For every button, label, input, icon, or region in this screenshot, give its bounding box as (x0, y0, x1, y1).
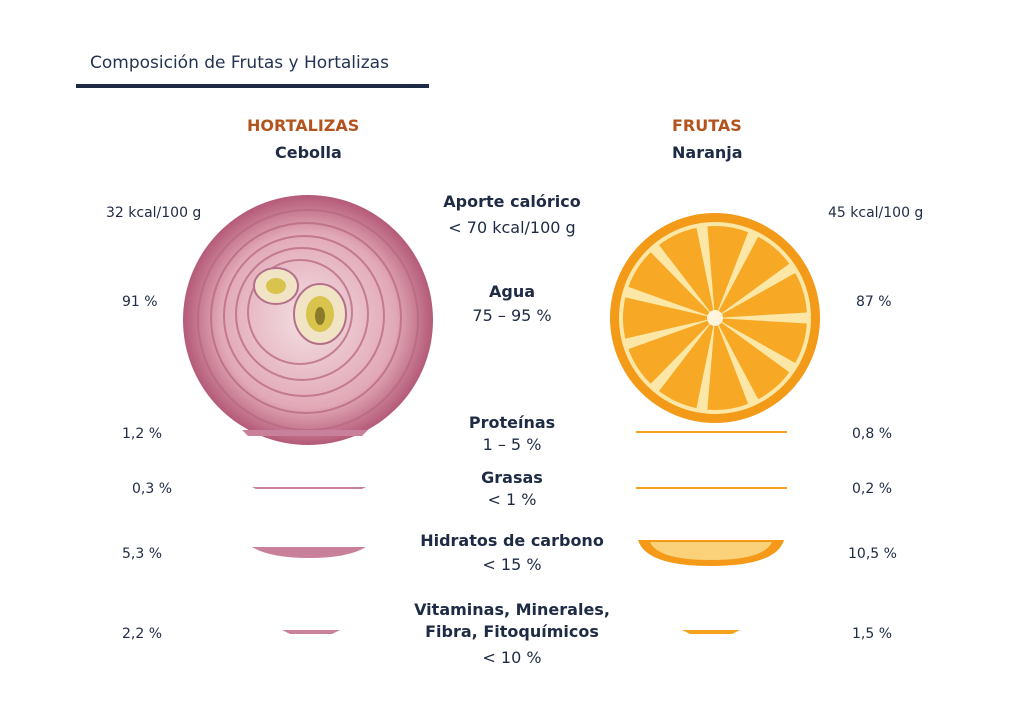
orange-carbs: 10,5 % (848, 546, 897, 562)
orange-segment (715, 236, 790, 318)
range-fat: < 1 % (487, 490, 537, 509)
orange-vitamins: 1,5 % (852, 626, 893, 642)
orange-segment (707, 318, 749, 410)
orange-sliver-carbs (638, 540, 784, 566)
label-vitamins-line1: Vitaminas, Minerales, (414, 600, 610, 619)
label-carbs: Hidratos de carbono (420, 531, 604, 550)
orange-segment (628, 318, 715, 384)
orange-segment (628, 252, 715, 318)
row-fat: Grasas < 1 % (382, 467, 642, 511)
onion-sliver-carbs (252, 547, 366, 558)
orange-segment (715, 272, 807, 318)
orange-segment (715, 318, 790, 400)
row-calories: Aporte calórico < 70 kcal/100 g (382, 191, 642, 239)
onion-sliver-protein (242, 430, 368, 436)
onion-sliver-vitamins (282, 630, 340, 634)
onion-carbs: 5,3 % (122, 546, 163, 562)
label-water: Agua (488, 282, 536, 301)
title-underline (76, 84, 429, 88)
label-calories: Aporte calórico (443, 192, 581, 211)
orange-water: 87 % (856, 294, 892, 310)
range-protein: 1 – 5 % (482, 435, 542, 454)
orange-segments (623, 226, 807, 410)
orange-protein: 0,8 % (852, 426, 893, 442)
orange-slice-image (610, 213, 820, 423)
page-title: Composición de Frutas y Hortalizas (90, 53, 389, 73)
orange-segment (623, 297, 715, 339)
orange-segment (715, 318, 807, 364)
onion-sliver-fat (252, 487, 366, 489)
onion-slice-image (183, 195, 433, 445)
orange-sliver-vitamins (682, 630, 740, 634)
row-vitamins: Vitaminas, Minerales, Fibra, Fitoquímico… (382, 599, 642, 669)
orange-segment (707, 226, 749, 318)
row-carbs: Hidratos de carbono < 15 % (382, 530, 642, 576)
onion-calories: 32 kcal/100 g (106, 205, 202, 221)
label-vitamins-line2: Fibra, Fitoquímicos (425, 622, 599, 641)
right-item: Naranja (672, 143, 743, 162)
orange-calories: 45 kcal/100 g (828, 205, 924, 221)
row-water: Agua 75 – 95 % (382, 281, 642, 327)
range-water: 75 – 95 % (472, 306, 552, 325)
orange-segment (659, 227, 715, 318)
label-protein: Proteínas (468, 413, 556, 432)
onion-vitamins: 2,2 % (122, 626, 163, 642)
left-item: Cebolla (275, 143, 342, 162)
row-protein: Proteínas 1 – 5 % (382, 412, 642, 456)
orange-segment (659, 318, 715, 409)
range-calories: < 70 kcal/100 g (448, 218, 576, 237)
orange-sliver-protein (636, 431, 787, 433)
onion-water: 91 % (122, 294, 158, 310)
orange-fat: 0,2 % (852, 481, 893, 497)
onion-fat: 0,3 % (132, 481, 173, 497)
range-vitamins: < 10 % (482, 648, 542, 667)
range-carbs: < 15 % (482, 555, 542, 574)
label-fat: Grasas (481, 468, 543, 487)
onion-protein: 1,2 % (122, 426, 163, 442)
left-category: HORTALIZAS (247, 116, 360, 135)
orange-sliver-fat (636, 487, 787, 489)
right-category: FRUTAS (672, 116, 742, 135)
